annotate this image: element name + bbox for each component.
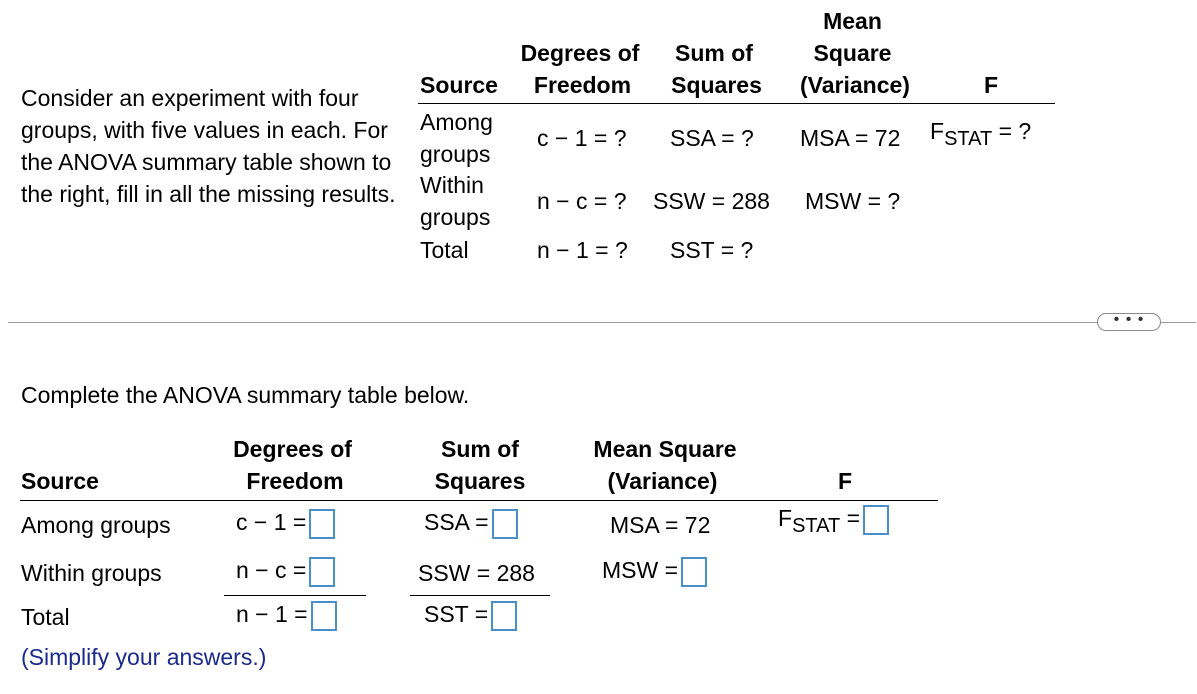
msw-input[interactable]: [681, 557, 708, 587]
given-header-ss-line1: Sum of: [675, 40, 753, 66]
sst-input[interactable]: [491, 601, 518, 631]
given-header-rule: [418, 103, 1055, 104]
answer-header-df-line1: Degrees of: [233, 436, 352, 462]
answer-row-among-df: c − 1 =: [236, 509, 336, 539]
answer-header-rule: [20, 500, 938, 501]
given-f-tail: = ?: [998, 118, 1032, 144]
given-row-among-f: FSTAT = ?: [930, 118, 1032, 150]
given-row-total-df: n − 1 = ?: [537, 237, 628, 263]
df-total-label: n − 1 =: [236, 601, 308, 628]
given-header-df-line1: Degrees of: [520, 40, 640, 66]
answer-header-df-line2: Freedom: [246, 468, 344, 494]
answer-ss-total-rule: [410, 595, 550, 596]
given-row-within-df: n − c = ?: [537, 188, 627, 214]
answer-header-source: Source: [21, 468, 99, 494]
fstat-main: F: [778, 505, 793, 532]
given-header-f: F: [984, 72, 999, 98]
given-row-within-ms: MSW = ?: [805, 188, 901, 214]
ssa-label: SSA =: [424, 509, 489, 536]
fstat-input[interactable]: [863, 505, 890, 535]
df-among-input[interactable]: [309, 509, 336, 539]
given-header-ss-line2: Squares: [671, 72, 762, 98]
sst-label: SST =: [424, 601, 489, 628]
given-row-within-ss: SSW = 288: [653, 188, 770, 214]
given-row-among-df: c − 1 = ?: [537, 125, 627, 151]
given-row-within-source-l1: Within: [420, 172, 484, 198]
given-f-sub: STAT: [944, 128, 993, 150]
ssa-input[interactable]: [491, 509, 518, 539]
given-row-total-source: Total: [420, 237, 469, 263]
answer-row-total-source: Total: [21, 604, 70, 630]
given-row-among-ss: SSA = ?: [670, 125, 754, 151]
df-within-input[interactable]: [309, 557, 336, 587]
answer-header-ms-line1: Mean Square: [593, 436, 737, 462]
answer-row-total-df: n − 1 =: [236, 601, 337, 631]
given-f-main: F: [930, 118, 945, 144]
answer-row-among-ms: MSA = 72: [610, 512, 711, 538]
instruction-text: Complete the ANOVA summary table below.: [21, 382, 470, 408]
given-header-df-line2: Freedom: [533, 72, 632, 98]
given-header-source: Source: [420, 72, 498, 98]
given-header-ms-line3: (Variance): [800, 72, 910, 98]
more-options-button[interactable]: • • •: [1097, 312, 1161, 331]
answer-row-total-ss: SST =: [424, 601, 518, 631]
given-row-among-source-l2: groups: [420, 141, 491, 167]
answer-header-f: F: [838, 468, 853, 494]
answer-row-among-source: Among groups: [21, 512, 171, 538]
fstat-sub: STAT: [792, 515, 841, 538]
given-header-ms-line1: Mean: [823, 8, 882, 34]
answer-header-ss-line1: Sum of: [441, 436, 519, 462]
answer-row-within-ss: SSW = 288: [418, 560, 535, 586]
question-text: Consider an experiment with four groups,…: [21, 85, 396, 207]
df-total-input[interactable]: [310, 601, 337, 631]
fstat-eq: =: [846, 505, 861, 532]
answer-row-among-ss: SSA =: [424, 509, 518, 539]
given-row-among-ms: MSA = 72: [800, 125, 901, 151]
answer-header-ss-line2: Squares: [434, 468, 526, 494]
answer-row-within-ms: MSW =: [602, 557, 708, 587]
given-row-among-source-l1: Among: [420, 109, 493, 135]
msw-label: MSW =: [602, 557, 679, 584]
given-row-within-source-l2: groups: [420, 204, 491, 230]
answer-df-total-rule: [224, 595, 366, 596]
answer-header-ms-line2: (Variance): [607, 468, 718, 494]
answer-row-within-df: n − c =: [236, 557, 336, 587]
simplify-hint: (Simplify your answers.): [21, 644, 267, 670]
given-row-total-ss: SST = ?: [670, 237, 754, 263]
answer-row-among-f: FSTAT =: [778, 505, 890, 538]
df-within-label: n − c =: [236, 557, 307, 584]
given-header-ms-line2: Square: [813, 40, 892, 66]
section-separator: [8, 322, 1196, 323]
df-among-label: c − 1 =: [236, 509, 307, 536]
answer-row-within-source: Within groups: [21, 560, 162, 586]
